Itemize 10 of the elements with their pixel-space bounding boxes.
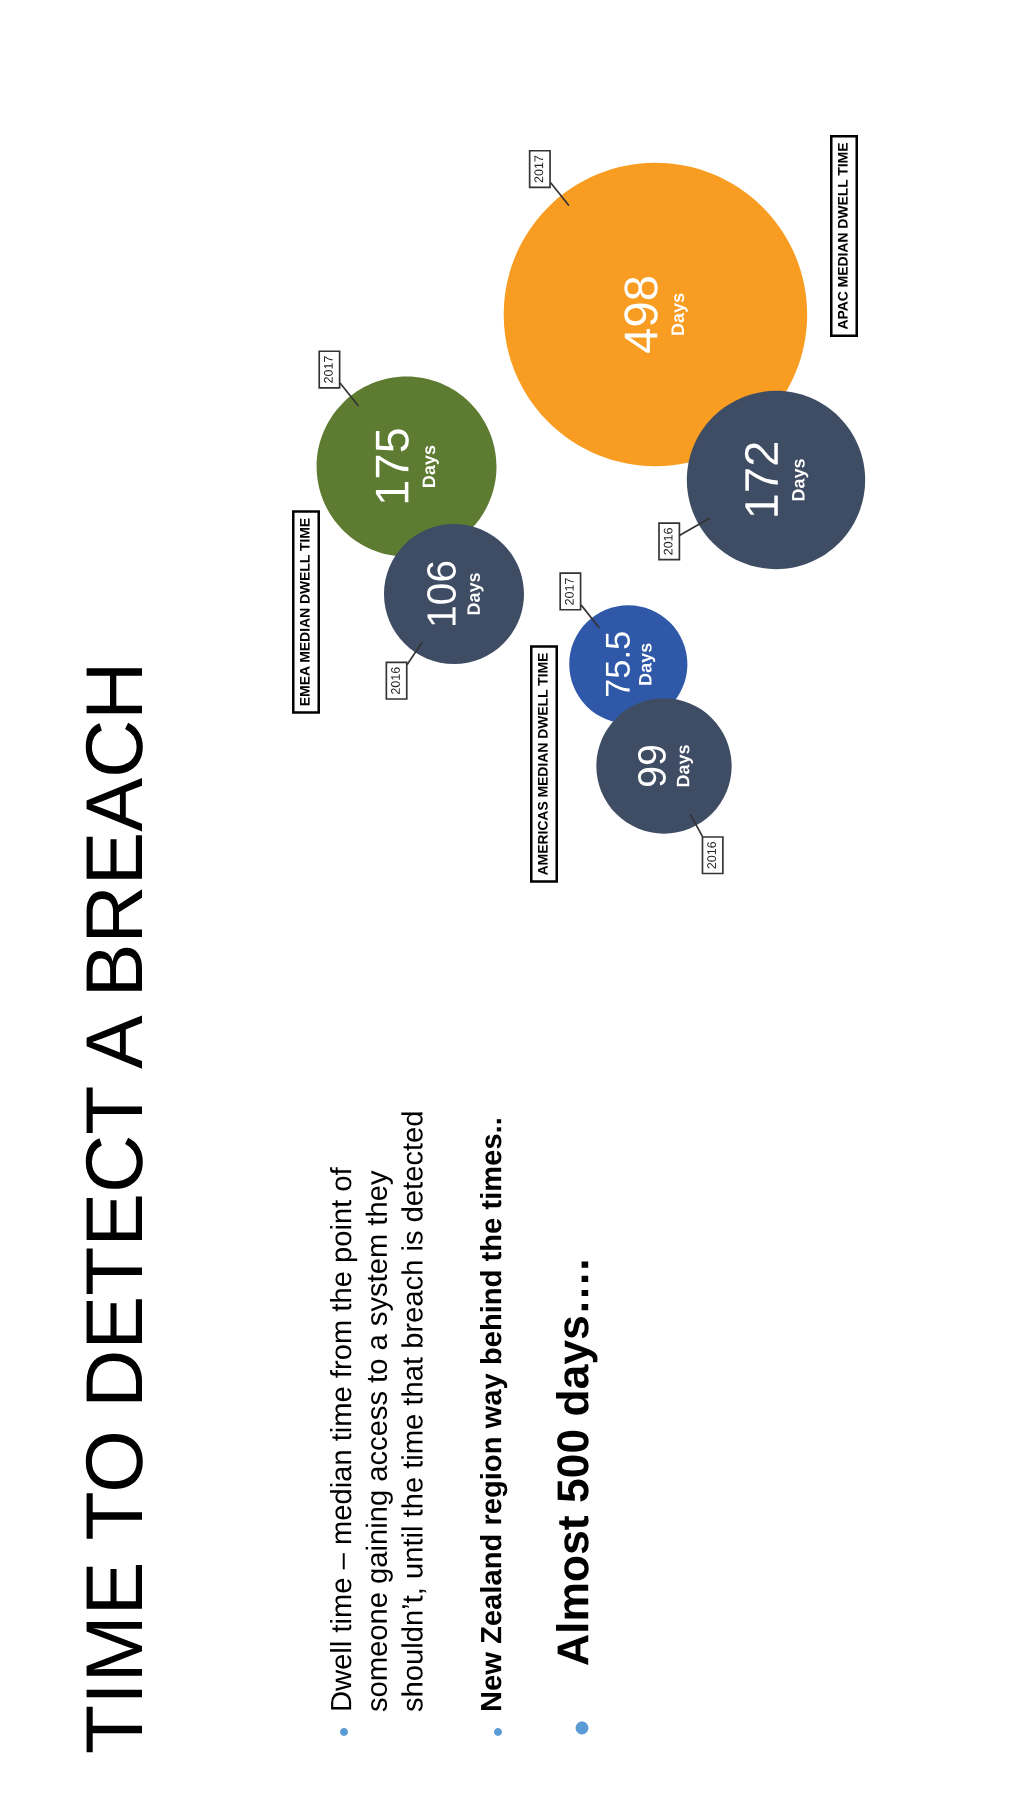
data-label: 99 Days	[637, 745, 693, 787]
data-label: 175 Days	[375, 429, 439, 503]
data-label: 106 Days	[427, 561, 484, 625]
text: TIME TO DETECT A BREACH	[85, 668, 143, 1753]
data-label: 498 Days	[624, 277, 688, 353]
text: Dwell time – median time from the point of someone gaining access to a system they shouldn’t, until the time that breach is detected	[330, 1112, 427, 1712]
text: Almost 500 days….	[556, 1261, 598, 1665]
data-label: 75.5 Days	[605, 632, 656, 697]
data-label: 172 Days	[744, 442, 809, 516]
text: New Zealand region way behind the times..	[480, 1119, 508, 1711]
